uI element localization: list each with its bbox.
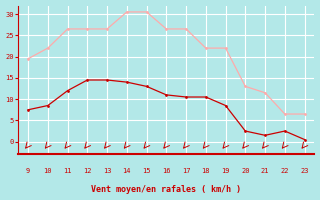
X-axis label: Vent moyen/en rafales ( km/h ): Vent moyen/en rafales ( km/h ) — [91, 185, 241, 194]
